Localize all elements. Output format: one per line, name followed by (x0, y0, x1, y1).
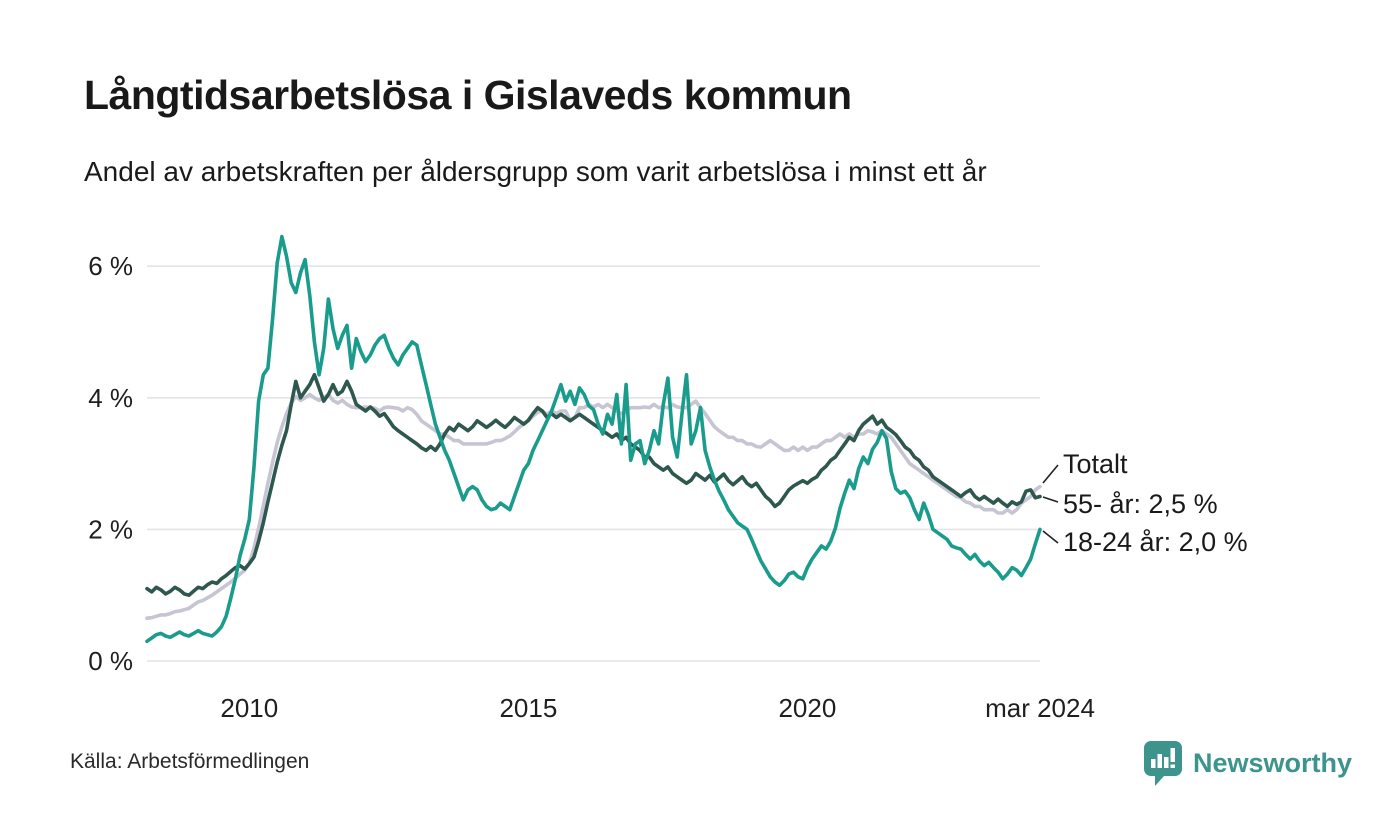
end-label-18-24-ar: 18-24 år: 2,0 % (1063, 527, 1248, 557)
y-tick-4pct: 4 % (88, 383, 133, 413)
y-tick-2pct: 2 % (88, 514, 133, 544)
newsworthy-brand: Newsworthy (1143, 740, 1352, 786)
y-tick-6pct: 6 % (88, 251, 133, 281)
leader-18-24-ar (1042, 530, 1059, 544)
newsworthy-brand-text: Newsworthy (1193, 747, 1353, 778)
leader-55-ar (1042, 496, 1059, 503)
series-end-labels: Totalt 55- år: 2,5 % 18-24 år: 2,0 % (1042, 449, 1248, 557)
x-axis-labels: 2010 2015 2020 mar 2024 (220, 693, 1095, 723)
x-tick-2010: 2010 (220, 693, 278, 723)
line-55-ar (145, 372, 1042, 598)
line-18-24-ar (145, 234, 1042, 644)
leader-totalt (1042, 464, 1059, 484)
x-tick-2020: 2020 (778, 693, 836, 723)
source-note: Källa: Arbetsförmedlingen (70, 750, 310, 773)
line-totalt (145, 392, 1042, 621)
newsworthy-logo-icon (1144, 741, 1182, 786)
gridlines (147, 265, 1040, 662)
page-subtitle: Andel av arbetskraften per åldersgrupp s… (84, 156, 987, 187)
data-series (145, 234, 1042, 644)
x-tick-2015: 2015 (499, 693, 557, 723)
end-label-55-ar: 55- år: 2,5 % (1063, 489, 1218, 519)
x-tick-mar-2024: mar 2024 (985, 693, 1095, 723)
page-title: Långtidsarbetslösa i Gislaveds kommun (84, 72, 852, 118)
y-tick-0pct: 0 % (88, 646, 133, 676)
y-axis-labels: 0 % 2 % 4 % 6 % (88, 251, 133, 676)
end-label-totalt: Totalt (1063, 449, 1128, 479)
